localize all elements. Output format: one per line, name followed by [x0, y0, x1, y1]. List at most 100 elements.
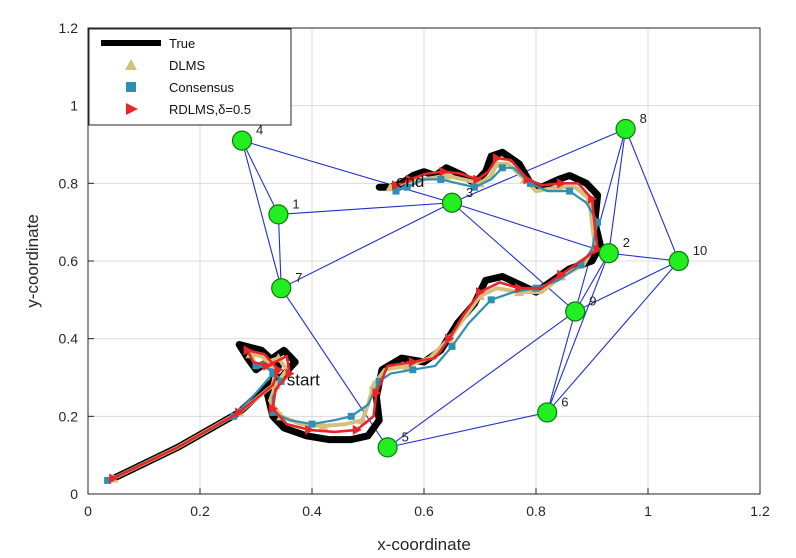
legend-label: True	[169, 36, 195, 51]
network-edge	[546, 253, 610, 413]
node-label: 4	[256, 123, 263, 138]
dlms-marker	[318, 421, 329, 431]
network-node	[598, 243, 619, 264]
rdlms-marker	[352, 424, 362, 435]
rdlms-marker	[372, 388, 382, 399]
annotation-start: start	[287, 370, 320, 389]
legend-marker-consensus	[126, 82, 136, 92]
network-edge	[241, 140, 453, 204]
node-label: 9	[589, 293, 596, 308]
rdlms-marker	[243, 345, 253, 356]
consensus-marker	[409, 366, 417, 374]
consensus-marker	[403, 183, 411, 191]
network-edge	[280, 202, 453, 289]
network-edge	[608, 128, 627, 254]
rdlms-marker	[476, 287, 485, 298]
x-tick-label: 0.4	[302, 503, 322, 519]
series-line	[111, 156, 599, 480]
node-label: 10	[693, 243, 707, 258]
series-rdlms	[109, 153, 603, 484]
network-node	[668, 250, 689, 272]
network-edge	[241, 140, 279, 215]
x-tick-label: 0.6	[414, 503, 434, 519]
node-label: 2	[623, 235, 630, 250]
consensus-marker	[594, 218, 602, 226]
rdlms-marker	[392, 180, 401, 191]
network-edge	[278, 202, 453, 215]
network-edge	[387, 411, 548, 448]
network-edge	[387, 311, 576, 448]
rdlms-marker	[557, 269, 567, 280]
node-label: 6	[561, 394, 568, 409]
series-line	[109, 148, 604, 482]
legend-label: Consensus	[169, 80, 235, 95]
network-edge	[451, 202, 576, 312]
axis-ticks: 0 0.2 0.4 0.6 0.8 1 1.2 0 0.2 0.4 0.6 0.8 1 1.2	[59, 20, 770, 519]
y-tick-label: 0.2	[59, 408, 79, 424]
network-edge	[546, 311, 576, 413]
consensus-marker	[487, 296, 495, 304]
network-node	[537, 402, 558, 423]
y-tick-label: 1	[70, 98, 78, 114]
y-tick-label: 0.6	[59, 253, 79, 269]
rdlms-marker	[473, 174, 483, 185]
network-edge	[625, 128, 680, 262]
network-edge	[451, 128, 626, 204]
x-tick-label: 1.2	[750, 503, 770, 519]
node-label: 1	[292, 196, 299, 211]
x-tick-label: 1	[644, 503, 652, 519]
consensus-marker	[577, 261, 585, 269]
legend-marker-dlms	[125, 59, 137, 70]
rdlms-marker	[268, 403, 278, 414]
rdlms-marker	[593, 244, 603, 255]
annotations: start end	[287, 172, 425, 389]
consensus-marker	[308, 420, 316, 428]
network-edge	[277, 214, 282, 289]
consensus-marker	[375, 377, 383, 385]
node-label: 3	[466, 185, 473, 200]
consensus-marker	[269, 408, 277, 416]
network-node	[231, 130, 253, 151]
rdlms-marker	[263, 360, 273, 371]
network-node	[268, 204, 289, 225]
annotation-end: end	[396, 172, 424, 191]
network-node	[615, 118, 636, 140]
rdlms-marker	[588, 193, 597, 204]
network-node	[565, 301, 586, 322]
x-tick-label: 0.2	[190, 503, 210, 519]
consensus-marker	[526, 179, 534, 187]
series-group	[104, 148, 604, 484]
rdlms-marker	[515, 283, 525, 294]
network-node	[441, 192, 463, 213]
consensus-marker	[392, 187, 400, 195]
y-axis-label: y-coordinate	[23, 214, 42, 308]
consensus-marker	[347, 412, 355, 420]
node-label: 7	[295, 270, 302, 285]
consensus-marker	[448, 342, 456, 350]
rdlms-marker	[235, 407, 245, 418]
x-tick-label: 0.8	[526, 503, 546, 519]
legend-label: DLMS	[169, 58, 205, 73]
legend-label: RDLMS,δ=0.5	[169, 102, 251, 117]
rdlms-marker	[408, 356, 418, 367]
consensus-marker	[566, 187, 574, 195]
consensus-marker	[437, 175, 445, 183]
legend-box	[88, 28, 292, 126]
x-tick-label: 0	[84, 503, 92, 519]
network-edge	[574, 260, 680, 312]
rdlms-marker	[523, 174, 533, 185]
rdlms-marker	[305, 424, 315, 435]
consensus-marker	[269, 370, 277, 378]
consensus-marker	[252, 362, 260, 370]
network-nodes: 1 2 3 4 5 6 7 8 9 10	[231, 111, 707, 458]
consensus-marker	[470, 183, 478, 191]
network-edge	[546, 260, 680, 413]
rdlms-marker	[445, 333, 455, 344]
rdlms-marker	[492, 153, 502, 164]
rdlms-marker	[557, 178, 567, 189]
network-edges	[241, 128, 680, 448]
rdlms-marker	[285, 368, 295, 379]
consensus-marker	[498, 164, 506, 172]
y-tick-label: 1.2	[59, 20, 79, 36]
